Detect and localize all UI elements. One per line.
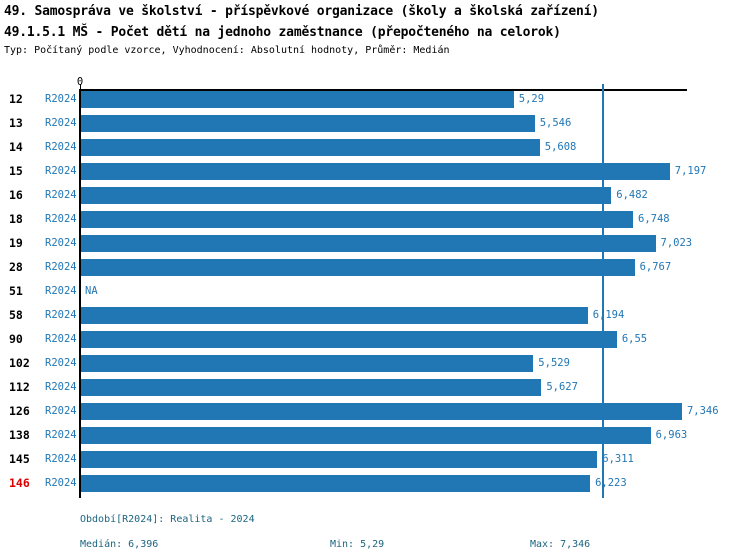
row-series-label: R2024 <box>45 237 77 249</box>
bar <box>81 259 635 276</box>
row-series-label: R2024 <box>45 477 77 489</box>
row-category-label: 90 <box>9 332 23 346</box>
row-category-label: 102 <box>9 356 30 370</box>
row-series-label: R2024 <box>45 333 77 345</box>
row-category-label: 138 <box>9 428 30 442</box>
bar-value-label: 6,482 <box>616 189 648 201</box>
bar-value-label: 7,197 <box>674 165 707 177</box>
footer-max: Max: 7,346 <box>530 539 591 550</box>
bar <box>81 475 591 492</box>
row-category-label: 126 <box>9 404 30 418</box>
bar <box>81 451 598 468</box>
row-na-label: NA <box>85 285 98 297</box>
footer-period: Období[R2024]: Realita - 2024 <box>80 514 255 525</box>
bar-value-label: 6,767 <box>639 261 672 273</box>
row-category-label: 19 <box>9 236 23 250</box>
median-line <box>602 84 605 498</box>
row-category-label: 13 <box>9 116 23 130</box>
bar <box>81 355 534 372</box>
row-series-label: R2024 <box>45 165 77 177</box>
row-series-label: R2024 <box>45 261 77 273</box>
bar <box>81 115 535 132</box>
bar <box>81 91 514 108</box>
row-category-label: 15 <box>9 164 23 178</box>
row-series-label: R2024 <box>45 117 77 129</box>
bar <box>81 403 682 420</box>
x-axis-line <box>80 89 687 91</box>
row-category-label: 146 <box>9 476 30 490</box>
report-title: 49. Samospráva ve školství - příspěvkové… <box>4 4 599 19</box>
bar-value-label: 6,963 <box>655 429 688 441</box>
bar-value-label: 5,529 <box>538 357 570 369</box>
bar-value-label: 6,311 <box>602 453 634 465</box>
bar-value-label: 5,546 <box>539 117 572 129</box>
y-axis-line <box>79 89 81 498</box>
report-indicator-title: 49.1.5.1 MŠ - Počet dětí na jednoho zamě… <box>4 25 561 40</box>
bar <box>81 187 612 204</box>
row-series-label: R2024 <box>45 381 77 393</box>
row-category-label: 145 <box>9 452 30 466</box>
row-series-label: R2024 <box>45 453 77 465</box>
bar-value-label: 6,194 <box>592 309 625 321</box>
bar <box>81 331 617 348</box>
bar-value-label: 7,023 <box>660 237 693 249</box>
x-axis-zero-label: 0 <box>76 76 84 88</box>
row-category-label: 18 <box>9 212 23 226</box>
row-series-label: R2024 <box>45 141 77 153</box>
row-series-label: R2024 <box>45 405 77 417</box>
bar <box>81 163 670 180</box>
row-category-label: 58 <box>9 308 23 322</box>
bar <box>81 379 542 396</box>
bar-value-label: 7,346 <box>686 405 719 417</box>
bar-value-label: 6,223 <box>595 477 627 489</box>
row-category-label: 14 <box>9 140 23 154</box>
row-series-label: R2024 <box>45 93 77 105</box>
row-category-label: 28 <box>9 260 23 274</box>
bar <box>81 139 540 156</box>
bar-value-label: 6,748 <box>638 213 670 225</box>
row-category-label: 16 <box>9 188 23 202</box>
footer-min: Min: 5,29 <box>330 539 385 550</box>
footer-median: Medián: 6,396 <box>80 539 159 550</box>
bar <box>81 307 588 324</box>
row-series-label: R2024 <box>45 189 77 201</box>
row-category-label: 12 <box>9 92 23 106</box>
bar-value-label: 6,55 <box>621 333 648 345</box>
bar-value-label: 5,627 <box>546 381 578 393</box>
x-axis-zero-tick <box>80 84 81 91</box>
bar-value-label: 5,608 <box>544 141 577 153</box>
bar <box>81 211 634 228</box>
row-series-label: R2024 <box>45 285 77 297</box>
bar <box>81 235 656 252</box>
row-category-label: 112 <box>9 380 30 394</box>
row-category-label: 51 <box>9 284 23 298</box>
report-meta: Typ: Počítaný podle vzorce, Vyhodnocení:… <box>4 45 450 56</box>
bar-value-label: 5,29 <box>518 93 545 105</box>
bar <box>81 427 651 444</box>
row-series-label: R2024 <box>45 357 77 369</box>
row-series-label: R2024 <box>45 213 77 225</box>
row-series-label: R2024 <box>45 309 77 321</box>
row-series-label: R2024 <box>45 429 77 441</box>
